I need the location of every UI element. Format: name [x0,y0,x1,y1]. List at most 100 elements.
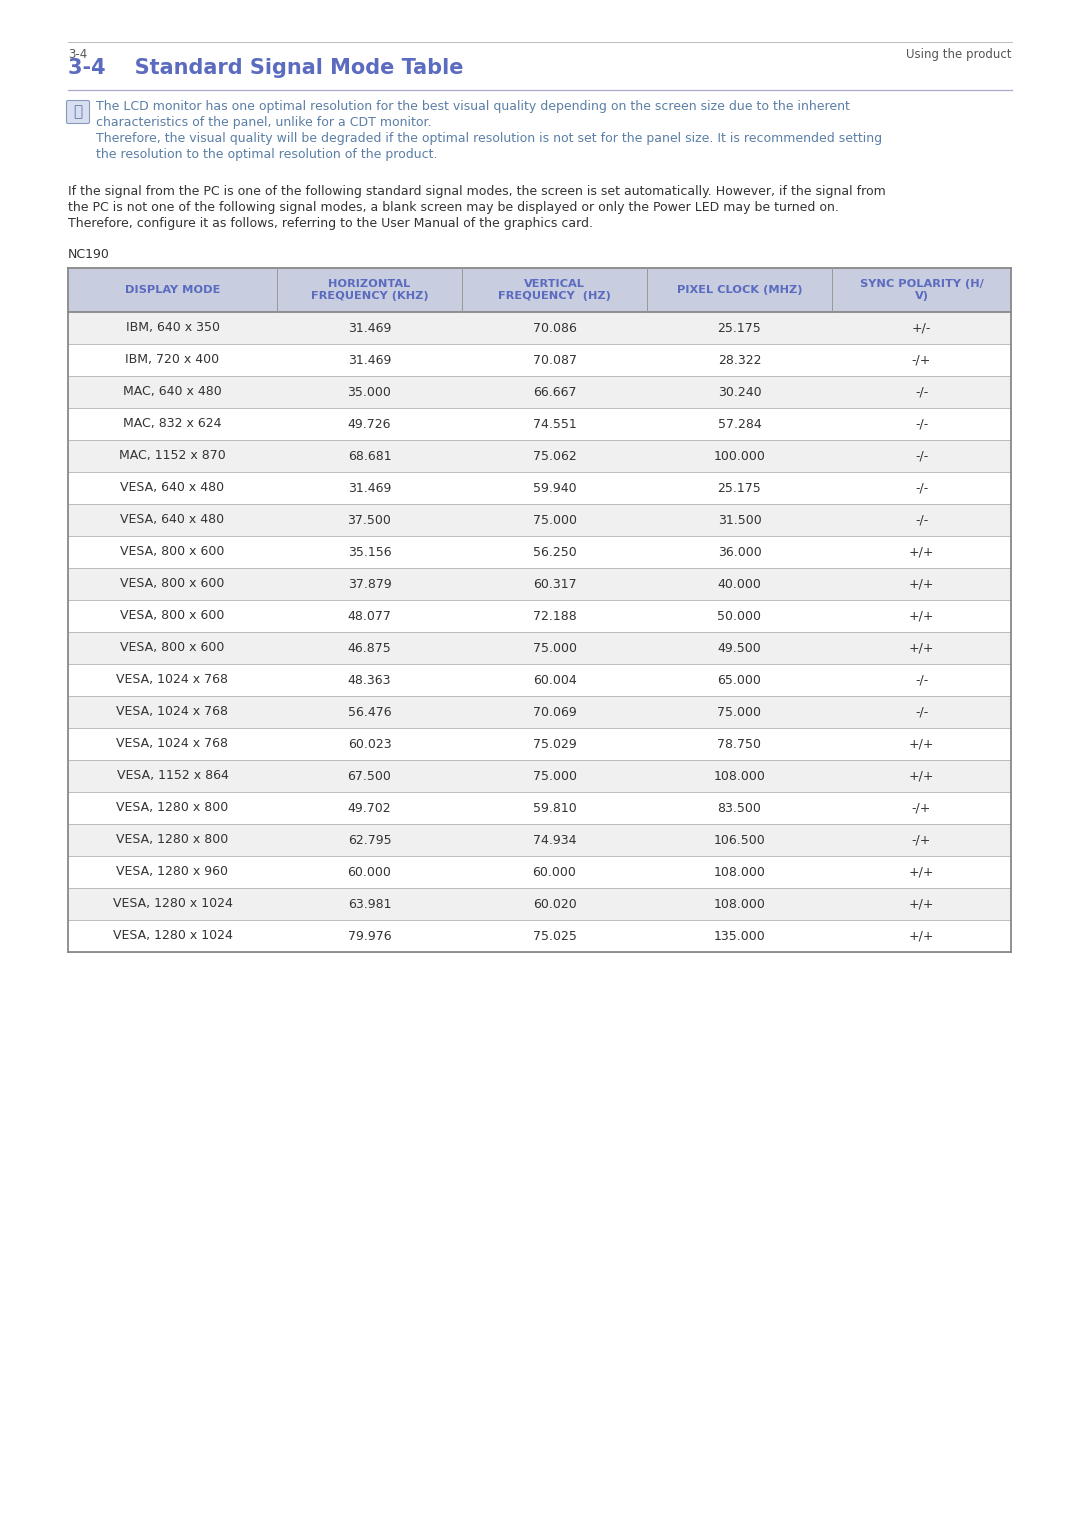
Text: +/+: +/+ [908,898,934,910]
Text: +/+: +/+ [908,738,934,750]
Text: HORIZONTAL
FREQUENCY (KHZ): HORIZONTAL FREQUENCY (KHZ) [311,279,429,301]
Text: -/-: -/- [915,385,928,399]
Text: the resolution to the optimal resolution of the product.: the resolution to the optimal resolution… [96,148,437,160]
Text: 36.000: 36.000 [717,545,761,559]
Text: IBM, 720 x 400: IBM, 720 x 400 [125,353,219,366]
Bar [68,696,1011,728]
Text: 63.981: 63.981 [348,898,391,910]
Text: 59.940: 59.940 [532,481,577,495]
Bar [68,919,1011,951]
Text: 70.069: 70.069 [532,705,577,719]
Text: VESA, 1280 x 1024: VESA, 1280 x 1024 [112,930,232,942]
Text: VESA, 800 x 600: VESA, 800 x 600 [120,577,225,591]
Text: 49.500: 49.500 [717,641,761,655]
Text: VESA, 1024 x 768: VESA, 1024 x 768 [117,673,229,687]
Text: 65.000: 65.000 [717,673,761,687]
Text: 67.500: 67.500 [348,770,391,782]
Text: 60.317: 60.317 [532,577,577,591]
Text: 74.551: 74.551 [532,417,577,431]
Text: 83.500: 83.500 [717,802,761,814]
Bar [68,600,1011,632]
Text: +/+: +/+ [908,577,934,591]
Bar [68,312,1011,344]
Text: VESA, 1024 x 768: VESA, 1024 x 768 [117,738,229,750]
Text: characteristics of the panel, unlike for a CDT monitor.: characteristics of the panel, unlike for… [96,116,432,128]
Text: 56.476: 56.476 [348,705,391,719]
Text: 60.023: 60.023 [348,738,391,750]
Text: 49.702: 49.702 [348,802,391,814]
Bar [68,504,1011,536]
Text: 35.000: 35.000 [348,385,391,399]
Text: 78.750: 78.750 [717,738,761,750]
Bar [68,728,1011,760]
Text: -/-: -/- [915,673,928,687]
Text: -/-: -/- [915,705,928,719]
Text: 31.469: 31.469 [348,322,391,334]
Text: VESA, 1280 x 960: VESA, 1280 x 960 [117,866,229,878]
Text: DISPLAY MODE: DISPLAY MODE [125,286,220,295]
Text: 35.156: 35.156 [348,545,391,559]
Text: VERTICAL
FREQUENCY  (HZ): VERTICAL FREQUENCY (HZ) [498,279,611,301]
Text: 75.000: 75.000 [532,641,577,655]
Text: +/-: +/- [912,322,931,334]
Text: 31.469: 31.469 [348,481,391,495]
Text: 37.879: 37.879 [348,577,391,591]
Text: Therefore, the visual quality will be degraded if the optimal resolution is not : Therefore, the visual quality will be de… [96,131,882,145]
Text: 135.000: 135.000 [714,930,766,942]
Text: 79.976: 79.976 [348,930,391,942]
Text: 31.469: 31.469 [348,353,391,366]
Text: 48.077: 48.077 [348,609,391,623]
FancyBboxPatch shape [67,101,90,124]
Text: 31.500: 31.500 [717,513,761,527]
Text: -/-: -/- [915,513,928,527]
Text: 28.322: 28.322 [718,353,761,366]
Text: VESA, 1280 x 800: VESA, 1280 x 800 [117,834,229,846]
Text: 37.500: 37.500 [348,513,391,527]
Text: NC190: NC190 [68,247,110,261]
Text: 70.087: 70.087 [532,353,577,366]
Text: 108.000: 108.000 [714,898,766,910]
Text: VESA, 1280 x 800: VESA, 1280 x 800 [117,802,229,814]
Text: IBM, 640 x 350: IBM, 640 x 350 [125,322,219,334]
Bar [68,440,1011,472]
Text: 74.934: 74.934 [532,834,577,846]
Text: 75.000: 75.000 [717,705,761,719]
Text: VESA, 800 x 600: VESA, 800 x 600 [120,641,225,655]
Text: 60.020: 60.020 [532,898,577,910]
Text: -/+: -/+ [912,353,931,366]
Text: Using the product: Using the product [906,47,1012,61]
Text: 75.062: 75.062 [532,449,577,463]
Text: 70.086: 70.086 [532,322,577,334]
Text: 3-4    Standard Signal Mode Table: 3-4 Standard Signal Mode Table [68,58,463,78]
Text: 56.250: 56.250 [532,545,577,559]
Text: +/+: +/+ [908,609,934,623]
Bar [68,760,1011,793]
Text: 100.000: 100.000 [714,449,766,463]
Text: +/+: +/+ [908,545,934,559]
Bar [68,536,1011,568]
Text: +/+: +/+ [908,770,934,782]
Text: 75.029: 75.029 [532,738,577,750]
Bar [68,269,1011,312]
Text: 60.000: 60.000 [532,866,577,878]
Text: the PC is not one of the following signal modes, a blank screen may be displayed: the PC is not one of the following signa… [68,202,839,214]
Text: 25.175: 25.175 [717,481,761,495]
Text: SYNC POLARITY (H/
V): SYNC POLARITY (H/ V) [860,279,984,301]
Bar [68,793,1011,825]
Text: +/+: +/+ [908,866,934,878]
Text: -/-: -/- [915,449,928,463]
Bar [68,857,1011,889]
Text: 48.363: 48.363 [348,673,391,687]
Text: -/-: -/- [915,417,928,431]
Text: 75.025: 75.025 [532,930,577,942]
Text: 60.004: 60.004 [532,673,577,687]
Text: 108.000: 108.000 [714,770,766,782]
Text: -/-: -/- [915,481,928,495]
Text: 46.875: 46.875 [348,641,391,655]
Text: Therefore, configure it as follows, referring to the User Manual of the graphics: Therefore, configure it as follows, refe… [68,217,593,231]
Text: 49.726: 49.726 [348,417,391,431]
Text: 50.000: 50.000 [717,609,761,623]
Text: 75.000: 75.000 [532,770,577,782]
Text: VESA, 640 x 480: VESA, 640 x 480 [121,513,225,527]
Text: If the signal from the PC is one of the following standard signal modes, the scr: If the signal from the PC is one of the … [68,185,886,199]
